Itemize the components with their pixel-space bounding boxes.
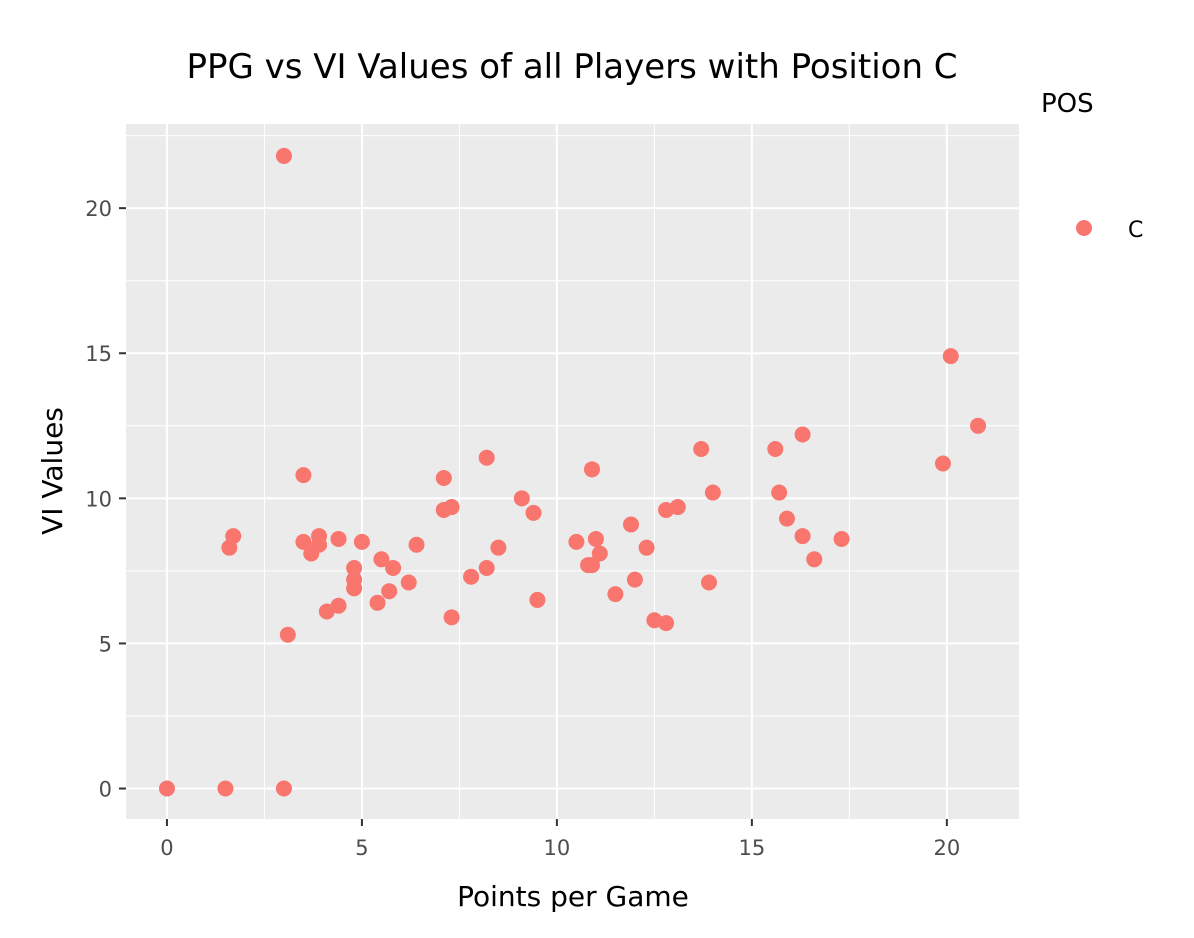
data-point <box>408 536 425 553</box>
y-axis-title: VI Values <box>36 407 69 535</box>
y-tick-label: 10 <box>85 487 112 511</box>
data-point <box>658 615 675 632</box>
panel-background <box>126 124 1019 819</box>
y-axis: 0 5 10 15 20 <box>85 197 126 802</box>
data-point <box>607 586 624 603</box>
data-point <box>443 609 460 626</box>
data-point <box>369 594 386 611</box>
legend-title: POS <box>1041 89 1094 119</box>
data-point <box>794 528 811 545</box>
x-axis-title: Points per Game <box>457 880 689 913</box>
y-tick-label: 5 <box>99 632 112 656</box>
y-tick-label: 0 <box>99 778 112 802</box>
data-point <box>513 490 530 507</box>
data-point <box>295 467 312 484</box>
data-point <box>970 417 987 434</box>
data-point <box>381 583 398 600</box>
legend-label-c: C <box>1128 218 1143 243</box>
data-point <box>353 533 370 550</box>
x-tick-label: 20 <box>933 836 960 860</box>
x-tick-label: 5 <box>355 836 368 860</box>
legend: POS C <box>1041 89 1143 243</box>
data-point <box>794 426 811 443</box>
data-point <box>400 574 417 591</box>
data-point <box>295 533 312 550</box>
data-point <box>478 449 495 466</box>
data-point <box>587 530 604 547</box>
data-point <box>275 780 292 797</box>
data-point <box>934 455 951 472</box>
data-point <box>311 528 328 545</box>
data-point <box>346 559 363 576</box>
y-tick-label: 20 <box>85 197 112 221</box>
data-point <box>568 533 585 550</box>
data-point <box>330 597 347 614</box>
data-point <box>833 530 850 547</box>
data-point <box>771 484 788 501</box>
data-point <box>529 591 546 608</box>
x-tick-label: 10 <box>544 836 571 860</box>
data-point <box>279 626 296 643</box>
data-point <box>275 147 292 164</box>
x-axis: 0 5 10 15 20 <box>160 819 960 860</box>
data-point <box>767 441 784 458</box>
data-point <box>806 551 823 568</box>
x-tick-label: 0 <box>160 836 173 860</box>
data-point <box>622 516 639 533</box>
data-points <box>158 147 987 797</box>
plot-panel <box>126 124 1019 819</box>
data-point <box>700 574 717 591</box>
data-point <box>591 545 608 562</box>
data-point <box>942 348 959 365</box>
data-point <box>669 499 686 516</box>
data-point <box>693 441 710 458</box>
data-point <box>478 559 495 576</box>
data-point <box>704 484 721 501</box>
data-point <box>385 559 402 576</box>
data-point <box>463 568 480 585</box>
data-point <box>346 580 363 597</box>
data-point <box>373 551 390 568</box>
y-tick-label: 15 <box>85 342 112 366</box>
data-point <box>490 539 507 556</box>
legend-key-c <box>1076 220 1092 236</box>
data-point <box>638 539 655 556</box>
chart-title: PPG vs VI Values of all Players with Pos… <box>186 47 957 87</box>
data-point <box>217 780 234 797</box>
data-point <box>583 557 600 574</box>
data-point <box>525 504 542 521</box>
data-point <box>435 470 452 487</box>
data-point <box>443 499 460 516</box>
x-tick-label: 15 <box>739 836 766 860</box>
data-point <box>158 780 175 797</box>
data-point <box>330 530 347 547</box>
data-point <box>225 528 242 545</box>
data-point <box>583 461 600 478</box>
data-point <box>778 510 795 527</box>
data-point <box>626 571 643 588</box>
